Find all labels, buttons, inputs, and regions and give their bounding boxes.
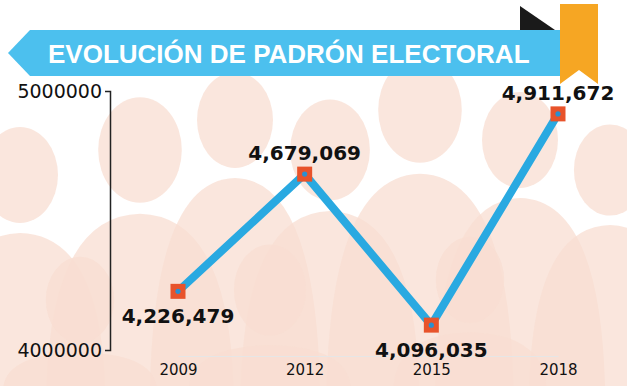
background-silhouette [189, 345, 351, 386]
x-axis: 2009 2012 2015 2018 [159, 356, 577, 379]
y-tick-mark [105, 91, 110, 92]
data-marker-center [302, 172, 307, 177]
y-axis-line [105, 92, 111, 351]
data-marker [424, 318, 439, 333]
x-axis-line [179, 356, 559, 357]
x-tick-label: 2009 [159, 361, 197, 379]
background-silhouette [0, 127, 58, 223]
data-marker [171, 284, 186, 299]
banner-shape [8, 30, 565, 76]
data-marker [297, 167, 312, 182]
plot-area [171, 106, 566, 332]
banner-fold [520, 6, 555, 30]
y-tick-label: 4000000 [17, 339, 102, 361]
y-tick: 4000000 [17, 339, 110, 361]
chart-title: EVOLUCIÓN DE PADRÓN ELECTORAL [48, 39, 530, 69]
y-tick: 5000000 [17, 80, 110, 102]
data-marker [551, 106, 566, 121]
x-tick: 2012 [286, 356, 324, 379]
background-silhouette [436, 237, 504, 323]
y-axis: 4000000 5000000 [17, 80, 110, 361]
title-banner: EVOLUCIÓN DE PADRÓN ELECTORAL [8, 4, 598, 84]
data-label: 4,096,035 [375, 338, 488, 362]
background-silhouette [234, 244, 306, 335]
y-tick-mark [105, 350, 110, 351]
data-labels: 4,226,479 4,679,069 4,096,035 4,911,672 [122, 81, 615, 362]
x-tick: 2018 [539, 356, 577, 379]
background-silhouette [529, 225, 627, 386]
data-label: 4,679,069 [248, 141, 361, 165]
chart: EVOLUCIÓN DE PADRÓN ELECTORAL 4000000 5000… [0, 0, 627, 386]
data-marker-center [555, 111, 560, 116]
banner-ribbon [560, 4, 598, 84]
data-line [178, 114, 558, 325]
background-silhouette [574, 124, 627, 215]
data-label: 4,226,479 [122, 304, 235, 328]
data-label: 4,911,672 [502, 81, 615, 105]
x-tick-label: 2018 [539, 361, 577, 379]
background [0, 57, 627, 386]
y-tick-label: 5000000 [17, 80, 102, 102]
x-tick-label: 2015 [413, 361, 451, 379]
background-silhouette [46, 257, 114, 343]
x-tick-label: 2012 [286, 361, 324, 379]
x-tick: 2009 [159, 356, 197, 379]
data-marker-center [175, 289, 180, 294]
data-marker-center [429, 323, 434, 328]
background-silhouette [327, 174, 514, 386]
